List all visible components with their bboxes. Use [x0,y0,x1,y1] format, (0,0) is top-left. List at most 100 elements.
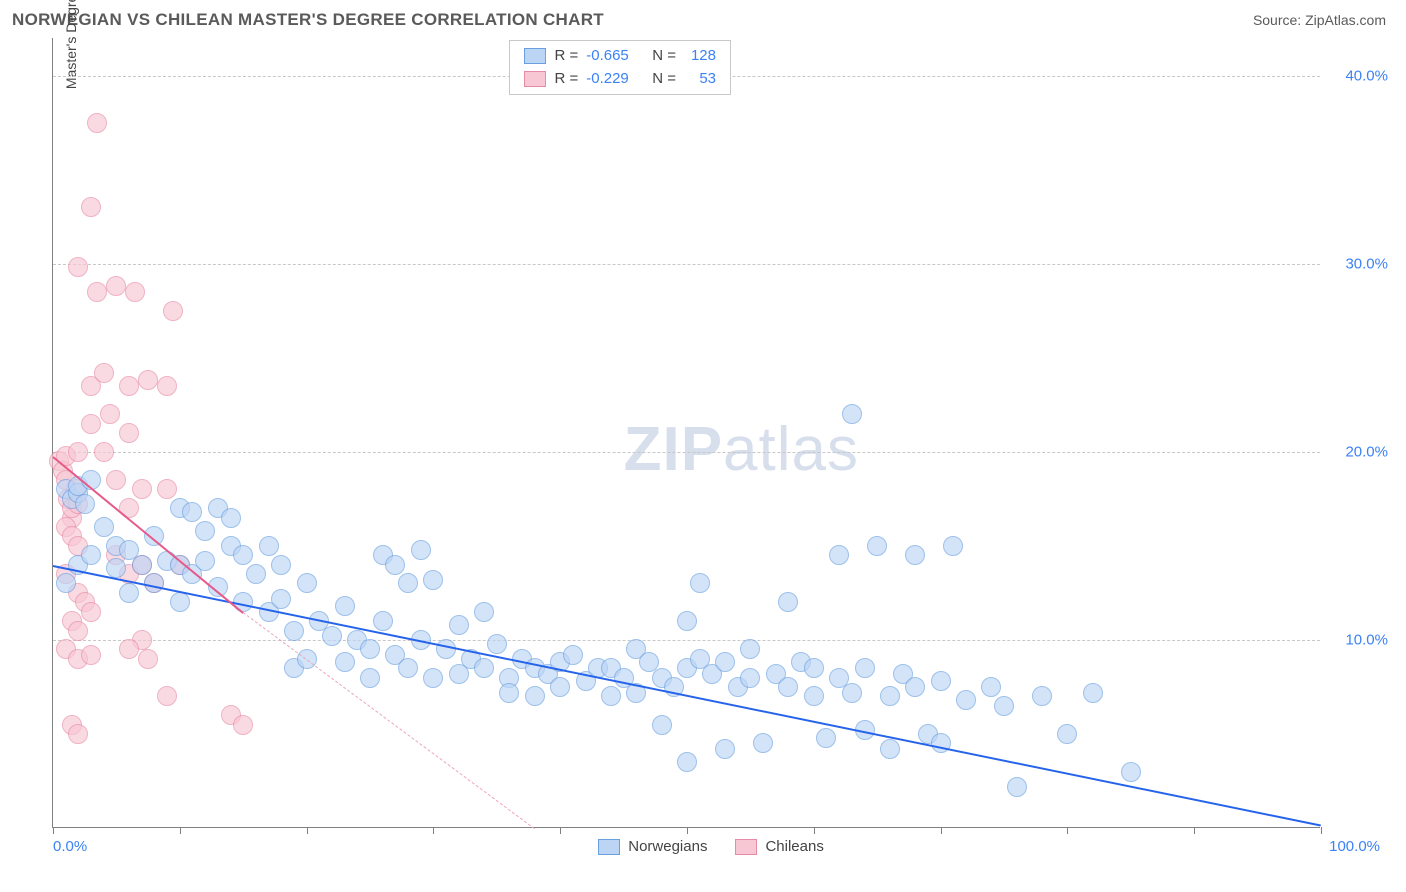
x-tick [433,827,434,834]
scatter-point-norwegians [1032,686,1052,706]
x-tick [180,827,181,834]
stat-r-value: -0.229 [586,68,644,91]
watermark-part2: atlas [723,415,859,484]
scatter-point-norwegians [715,652,735,672]
scatter-point-norwegians [132,555,152,575]
stat-r-label: R = [554,68,578,91]
scatter-point-norwegians [423,570,443,590]
scatter-point-norwegians [753,733,773,753]
gridline-h [53,640,1320,641]
scatter-point-norwegians [677,611,697,631]
scatter-point-norwegians [499,683,519,703]
x-axis-legend: Norwegians Chileans [598,838,824,855]
x-tick [1194,827,1195,834]
scatter-point-norwegians [385,555,405,575]
scatter-point-chileans [233,715,253,735]
legend-label: Norwegians [628,838,707,855]
scatter-point-norwegians [398,658,418,678]
scatter-point-norwegians [297,573,317,593]
scatter-point-norwegians [474,602,494,622]
scatter-point-norwegians [360,668,380,688]
scatter-point-norwegians [423,668,443,688]
scatter-point-chileans [81,414,101,434]
scatter-point-norwegians [284,621,304,641]
scatter-point-norwegians [271,589,291,609]
scatter-point-chileans [100,404,120,424]
scatter-point-norwegians [550,677,570,697]
scatter-point-chileans [157,686,177,706]
scatter-point-norwegians [880,739,900,759]
stats-row: R =-0.665N =128 [524,45,716,68]
scatter-point-norwegians [373,611,393,631]
watermark: ZIPatlas [624,414,859,485]
chart-title: NORWEGIAN VS CHILEAN MASTER'S DEGREE COR… [12,10,604,30]
scatter-point-norwegians [652,715,672,735]
scatter-point-norwegians [271,555,291,575]
scatter-point-norwegians [360,639,380,659]
scatter-point-chileans [87,113,107,133]
scatter-point-norwegians [563,645,583,665]
scatter-point-norwegians [182,502,202,522]
scatter-point-norwegians [436,639,456,659]
scatter-point-norwegians [335,596,355,616]
source-label: Source: ZipAtlas.com [1253,12,1386,28]
trend-line [53,565,1321,827]
scatter-point-chileans [157,376,177,396]
scatter-point-norwegians [1083,683,1103,703]
scatter-point-norwegians [195,521,215,541]
scatter-point-norwegians [740,639,760,659]
stat-n-value: 53 [684,68,716,91]
scatter-point-norwegians [880,686,900,706]
scatter-point-chileans [94,442,114,462]
x-tick [814,827,815,834]
x-tick-label-min: 0.0% [53,838,87,855]
plot-region: ZIPatlas 10.0%20.0%30.0%40.0%0.0%100.0%R… [52,38,1320,828]
scatter-point-norwegians [956,690,976,710]
y-tick-label: 20.0% [1328,443,1388,460]
scatter-point-chileans [132,479,152,499]
scatter-point-norwegians [829,545,849,565]
scatter-point-norwegians [943,536,963,556]
x-tick [560,827,561,834]
y-tick-label: 10.0% [1328,631,1388,648]
scatter-point-norwegians [816,728,836,748]
y-tick-label: 40.0% [1328,67,1388,84]
scatter-point-chileans [81,645,101,665]
scatter-point-norwegians [487,634,507,654]
scatter-point-chileans [138,370,158,390]
scatter-point-norwegians [778,677,798,697]
stats-row: R =-0.229N =53 [524,68,716,91]
scatter-point-norwegians [1007,777,1027,797]
x-tick [1321,827,1322,834]
scatter-point-chileans [163,301,183,321]
scatter-point-norwegians [322,626,342,646]
scatter-point-chileans [106,276,126,296]
scatter-point-norwegians [525,686,545,706]
scatter-point-norwegians [94,517,114,537]
scatter-point-norwegians [106,558,126,578]
stat-r-value: -0.665 [586,45,644,68]
scatter-point-chileans [68,724,88,744]
scatter-point-norwegians [842,404,862,424]
scatter-point-norwegians [195,551,215,571]
gridline-h [53,264,1320,265]
scatter-point-norwegians [81,545,101,565]
scatter-point-norwegians [931,671,951,691]
scatter-point-norwegians [690,573,710,593]
scatter-point-chileans [94,363,114,383]
legend-swatch [524,48,546,64]
scatter-point-norwegians [221,508,241,528]
x-tick [941,827,942,834]
legend-swatch [735,839,757,855]
legend-label: Chileans [765,838,823,855]
scatter-point-norwegians [474,658,494,678]
scatter-point-norwegians [905,677,925,697]
scatter-point-chileans [81,197,101,217]
scatter-point-chileans [138,649,158,669]
scatter-point-norwegians [119,583,139,603]
scatter-point-chileans [119,423,139,443]
scatter-point-norwegians [170,592,190,612]
scatter-point-norwegians [715,739,735,759]
scatter-point-chileans [68,257,88,277]
x-tick [687,827,688,834]
